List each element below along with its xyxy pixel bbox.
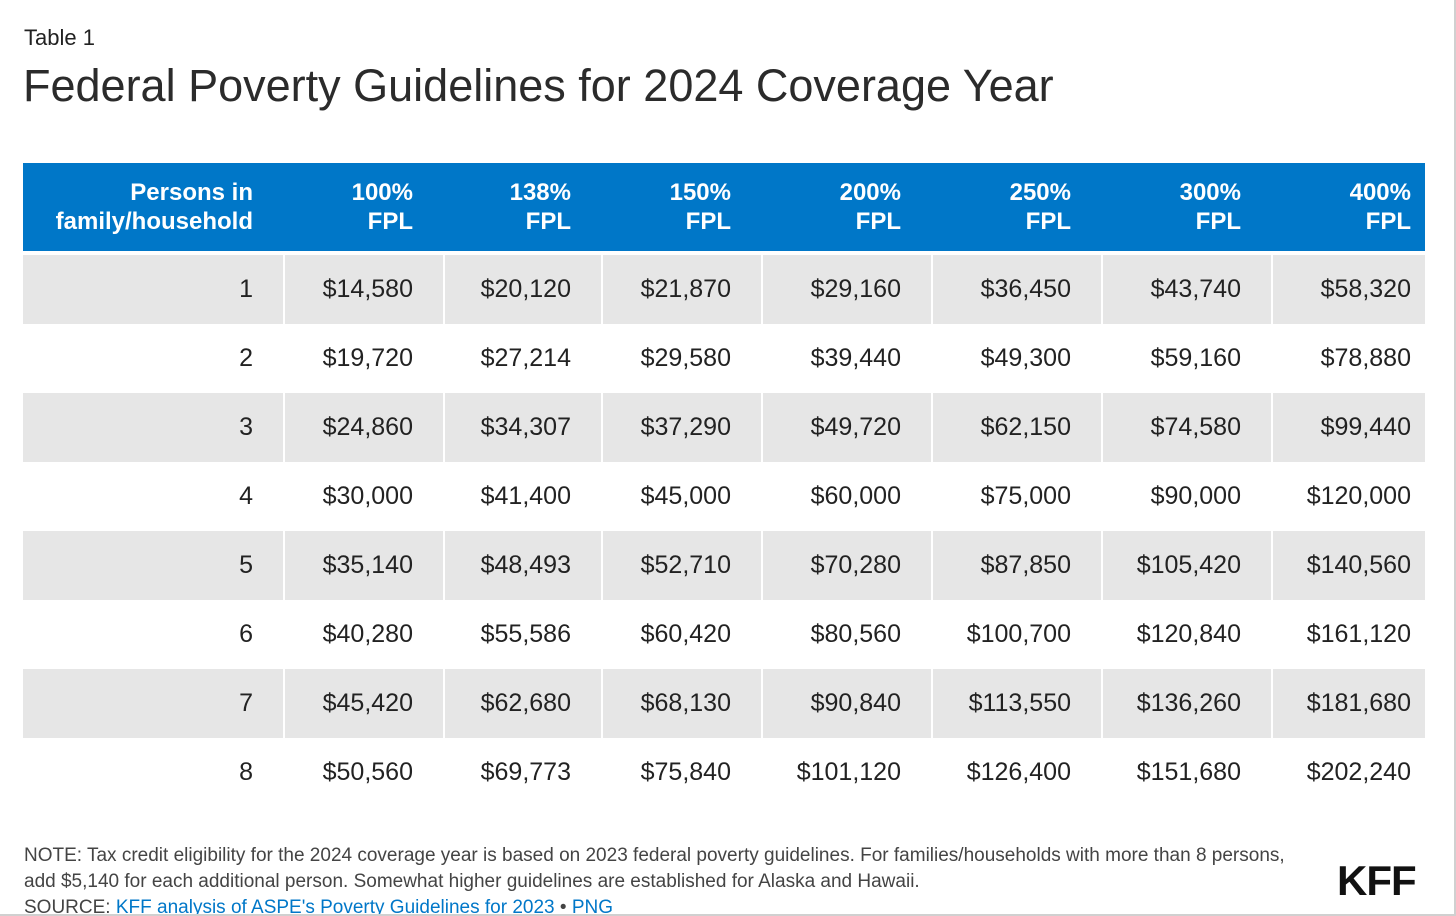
cell-fpl-value: $45,000 [601, 462, 761, 531]
header-400-fpl: 400% FPL [1349, 179, 1411, 235]
cell-fpl-value: $120,000 [1271, 462, 1425, 531]
table-row: 4 $30,000 $41,400 $45,000 $60,000 $75,000 $90,… [23, 462, 1425, 531]
cell-fpl-value: $43,740 [1101, 255, 1271, 324]
cell-fpl-value: $202,240 [1271, 738, 1425, 807]
header-300-fpl: 300% FPL [1179, 179, 1241, 235]
cell-fpl-value: $99,440 [1271, 393, 1425, 462]
header-persons: Persons in family/household [55, 179, 253, 235]
cell-persons: 7 [23, 669, 283, 738]
cell-fpl-value: $161,120 [1271, 600, 1425, 669]
cell-fpl-value: $62,680 [443, 669, 601, 738]
cell-fpl-value: $58,320 [1271, 255, 1425, 324]
table-row: 5 $35,140 $48,493 $52,710 $70,280 $87,850 $105… [23, 531, 1425, 600]
cell-fpl-value: $20,120 [443, 255, 601, 324]
cell-fpl-value: $68,130 [601, 669, 761, 738]
source-link[interactable]: KFF analysis of ASPE's Poverty Guideline… [115, 897, 555, 916]
cell-fpl-value: $29,580 [601, 324, 761, 393]
cell-fpl-value: $181,680 [1271, 669, 1425, 738]
table-source: SOURCE: KFF analysis of ASPE's Poverty G… [24, 895, 613, 916]
cell-fpl-value: $80,560 [761, 600, 931, 669]
cell-fpl-value: $140,560 [1271, 531, 1425, 600]
table-row: 8 $50,560 $69,773 $75,840 $101,120 $126,400 $1… [23, 738, 1425, 807]
cell-fpl-value: $151,680 [1101, 738, 1271, 807]
cell-fpl-value: $50,560 [283, 738, 443, 807]
cell-fpl-value: $49,720 [761, 393, 931, 462]
cell-fpl-value: $39,440 [761, 324, 931, 393]
png-download-link[interactable]: PNG [571, 897, 613, 916]
source-separator: • [554, 897, 572, 916]
cell-fpl-value: $75,840 [601, 738, 761, 807]
cell-persons: 8 [239, 758, 253, 786]
header-250-fpl: 250% FPL [1009, 179, 1071, 235]
cell-fpl-value: $62,150 [931, 393, 1101, 462]
cell-fpl-value: $45,420 [283, 669, 443, 738]
cell-fpl-value: $48,493 [443, 531, 601, 600]
header-150-fpl: 150% FPL [669, 179, 731, 235]
cell-fpl-value: $41,400 [443, 462, 601, 531]
cell-fpl-value: $101,120 [761, 738, 931, 807]
cell-fpl-value: $36,450 [931, 255, 1101, 324]
cell-persons: 4 [239, 482, 253, 510]
table-header-row: Persons in family/household 100% FPL 138% F… [23, 163, 1425, 251]
cell-fpl-value: $14,580 [283, 255, 443, 324]
cell-fpl-value: $136,260 [1101, 669, 1271, 738]
table-row: 1 $14,580 $20,120 $21,870 $29,160 $36,450 $43,… [23, 255, 1425, 324]
cell-fpl-value: $30,000 [283, 462, 443, 531]
cell-fpl-value: $59,160 [1101, 324, 1271, 393]
cell-fpl-value: $126,400 [931, 738, 1101, 807]
table-note: NOTE: Tax credit eligibility for the 202… [24, 845, 1285, 892]
header-100-fpl: 100% FPL [351, 179, 413, 235]
cell-fpl-value: $120,840 [1101, 600, 1271, 669]
cell-persons: 3 [23, 393, 283, 462]
cell-fpl-value: $34,307 [443, 393, 601, 462]
cell-fpl-value: $90,840 [761, 669, 931, 738]
kff-logo: KFF [1337, 857, 1417, 904]
cell-persons: 5 [23, 531, 283, 600]
cell-fpl-value: $29,160 [761, 255, 931, 324]
source-prefix: SOURCE: [24, 897, 116, 916]
table-label: Table 1 [24, 25, 95, 50]
page-title: Federal Poverty Guidelines for 2024 Cove… [23, 60, 1054, 111]
cell-fpl-value: $105,420 [1101, 531, 1271, 600]
fpl-table: Persons in family/household 100% FPL 138% F… [23, 163, 1425, 807]
cell-fpl-value: $60,000 [761, 462, 931, 531]
cell-fpl-value: $60,420 [601, 600, 761, 669]
cell-fpl-value: $40,280 [283, 600, 443, 669]
cell-persons: 1 [23, 255, 283, 324]
header-200-fpl: 200% FPL [839, 179, 901, 235]
cell-fpl-value: $21,870 [601, 255, 761, 324]
cell-fpl-value: $87,850 [931, 531, 1101, 600]
cell-fpl-value: $69,773 [443, 738, 601, 807]
cell-fpl-value: $19,720 [283, 324, 443, 393]
cell-fpl-value: $52,710 [601, 531, 761, 600]
cell-fpl-value: $35,140 [283, 531, 443, 600]
cell-fpl-value: $49,300 [931, 324, 1101, 393]
cell-fpl-value: $100,700 [931, 600, 1101, 669]
cell-fpl-value: $74,580 [1101, 393, 1271, 462]
cell-fpl-value: $24,860 [283, 393, 443, 462]
cell-fpl-value: $27,214 [443, 324, 601, 393]
cell-fpl-value: $75,000 [931, 462, 1101, 531]
table-row: 7 $45,420 $62,680 $68,130 $90,840 $113,550 $13… [23, 669, 1425, 738]
cell-fpl-value: $37,290 [601, 393, 761, 462]
cell-fpl-value: $55,586 [443, 600, 601, 669]
table-row: 2 $19,720 $27,214 $29,580 $39,440 $49,300 $59,… [23, 324, 1425, 393]
cell-fpl-value: $78,880 [1271, 324, 1425, 393]
header-138-fpl: 138% FPL [509, 179, 571, 235]
table-row: 6 $40,280 $55,586 $60,420 $80,560 $100,700 $12… [23, 600, 1425, 669]
cell-fpl-value: $113,550 [931, 669, 1101, 738]
cell-fpl-value: $70,280 [761, 531, 931, 600]
cell-persons: 2 [239, 344, 253, 372]
cell-fpl-value: $90,000 [1101, 462, 1271, 531]
table-row: 3 $24,860 $34,307 $37,290 $49,720 $62,150 $74,… [23, 393, 1425, 462]
table-body: 1 $14,580 $20,120 $21,870 $29,160 $36,450 $43,… [23, 255, 1425, 807]
cell-persons: 6 [239, 620, 253, 648]
